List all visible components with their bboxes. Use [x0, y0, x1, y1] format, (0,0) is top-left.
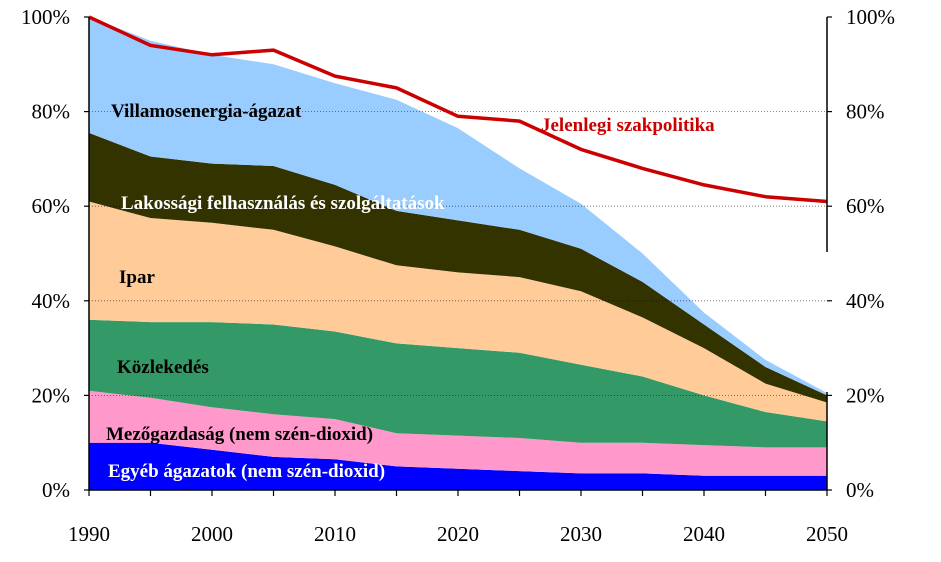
y-tick-label-left: 20%: [32, 383, 71, 407]
policy-line-layer: [88, 15, 828, 204]
stacked-areas: [89, 17, 827, 490]
y-tick-label-right: 20%: [846, 383, 885, 407]
area-series-0: [89, 442, 827, 490]
y-tick-label-left: 0%: [42, 478, 70, 502]
label-villamosenergia: Villamosenergia-ágazat: [111, 101, 302, 122]
y-tick-label-right: 0%: [846, 478, 874, 502]
axes: [84, 16, 832, 496]
x-tick-label: 2020: [437, 522, 479, 546]
area-series-1: [89, 390, 827, 476]
gridlines: [89, 111, 827, 396]
x-tick-label: 2040: [683, 522, 725, 546]
label-ipar: Ipar: [119, 267, 155, 288]
label-jelenlegi-szakpolitika: Jelenlegi szakpolitika: [541, 115, 715, 136]
x-tick-label: 1990: [68, 522, 110, 546]
y-tick-label-right: 60%: [846, 194, 885, 218]
tick-labels: 0% 20% 40% 60% 80% 100% 0% 20% 40% 60% 80% 100% 1990…: [21, 5, 895, 546]
x-tick-label: 2010: [314, 522, 356, 546]
y-tick-label-left: 100%: [21, 5, 70, 29]
x-tick-label: 2050: [806, 522, 848, 546]
y-tick-label-left: 80%: [32, 100, 71, 124]
x-tick-label: 2030: [560, 522, 602, 546]
area-series-4: [89, 132, 827, 403]
y-tick-label-right: 80%: [846, 100, 885, 124]
x-tick-label: 2000: [191, 522, 233, 546]
label-egyeb: Egyéb ágazatok (nem szén-dioxid): [108, 461, 385, 482]
label-mezogazdasag: Mezőgazdaság (nem szén-dioxid): [106, 424, 373, 445]
y-tick-label-right: 100%: [846, 5, 895, 29]
y-tick-label-left: 40%: [32, 289, 71, 313]
area-series-3: [89, 201, 827, 422]
label-lakossagi: Lakossági felhasználás és szolgáltatások: [121, 193, 445, 214]
area-series-2: [89, 319, 827, 448]
label-kozlekedes: Közlekedés: [117, 357, 209, 378]
policy-line: [88, 15, 828, 204]
y-tick-label-right: 40%: [846, 289, 885, 313]
y-tick-label-left: 60%: [32, 194, 71, 218]
